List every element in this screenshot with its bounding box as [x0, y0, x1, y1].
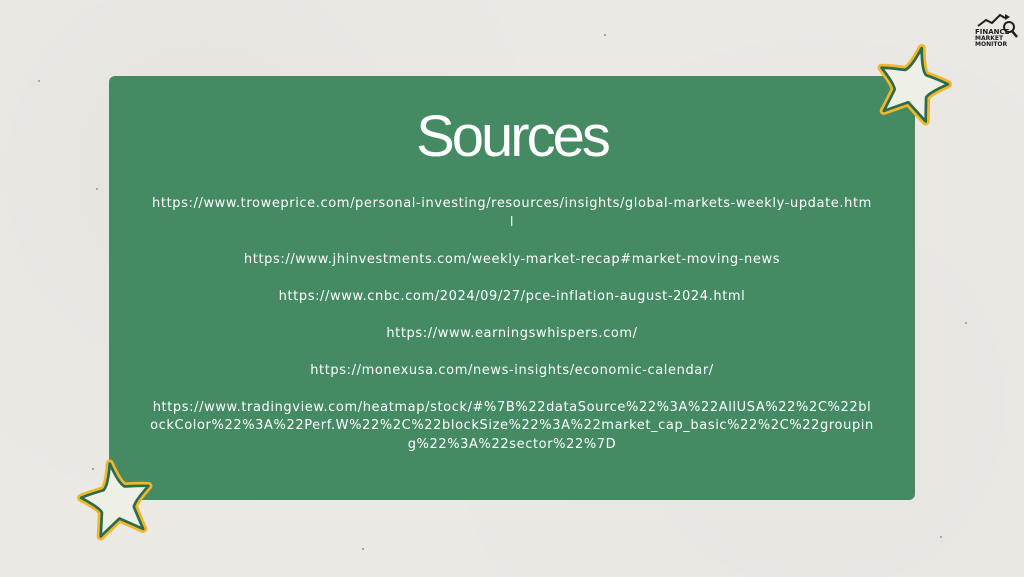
source-list: https://www.troweprice.com/personal-inve… [150, 195, 874, 473]
paper-speck [940, 536, 942, 538]
paper-speck [92, 468, 94, 470]
logo-line-2: MARKET [975, 35, 1004, 42]
logo-line-1: FINANCE [975, 28, 1010, 36]
page-title: Sources [416, 104, 611, 169]
content-card [109, 76, 915, 500]
source-link-tradingview[interactable]: https://www.tradingview.com/heatmap/stoc… [150, 399, 874, 452]
paper-speck [38, 80, 40, 82]
paper-speck [96, 188, 98, 190]
star-icon [877, 44, 952, 126]
paper-speck [965, 322, 967, 324]
paper-speck [362, 548, 364, 550]
source-link-cnbc[interactable]: https://www.cnbc.com/2024/09/27/pce-infl… [278, 288, 746, 304]
source-link-earningswhispers[interactable]: https://www.earningswhispers.com/ [386, 325, 638, 341]
source-link-monexusa[interactable]: https://monexusa.com/news-insights/econo… [310, 362, 714, 378]
paper-speck [604, 34, 606, 36]
source-link-troweprice[interactable]: https://www.troweprice.com/personal-inve… [152, 196, 872, 230]
source-link-jhinvestments[interactable]: https://www.jhinvestments.com/weekly-mar… [243, 251, 781, 267]
finance-market-monitor-logo: FINANCE MARKET MONITOR [975, 13, 1018, 48]
logo-line-3: MONITOR [975, 41, 1008, 48]
star-icon [77, 459, 153, 541]
